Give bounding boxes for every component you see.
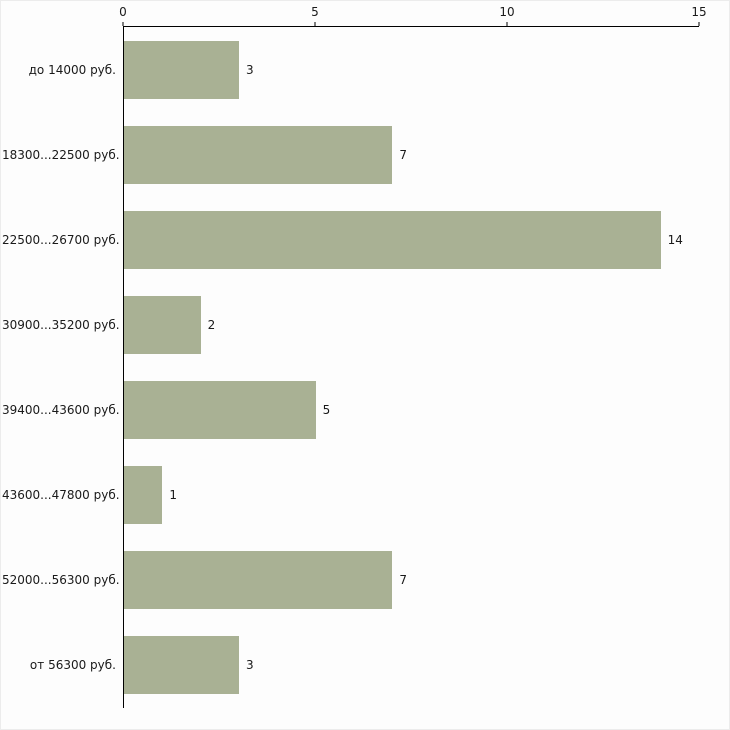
bar: [124, 210, 661, 269]
x-axis: 0 5 10 15: [119, 1, 707, 26]
x-axis-tick: [698, 22, 700, 26]
x-axis-tick-label: 10: [499, 5, 515, 19]
value-label: 2: [207, 317, 216, 332]
value-label: 3: [246, 658, 254, 673]
value-label: 5: [322, 403, 331, 418]
bar-row: 39400...43600 руб. 5: [2, 368, 699, 453]
value-label: 1: [169, 488, 177, 503]
bar-row: от 56300 руб. 3: [30, 623, 699, 708]
x-axis-tick-label: 0: [119, 5, 127, 19]
value-label: 14: [667, 232, 683, 247]
value-label: 7: [399, 147, 407, 162]
bar-row: 52000...56300 руб. 7: [2, 538, 699, 623]
category-label: 30900...35200 руб.: [2, 317, 120, 332]
bar: [124, 295, 201, 354]
value-label: 3: [246, 62, 254, 77]
category-label: 43600...47800 руб.: [2, 488, 120, 503]
bar-row: 43600...47800 руб. 1: [2, 453, 699, 538]
bar: [124, 551, 393, 610]
bar-row: 18300...22500 руб. 7: [2, 112, 699, 197]
x-axis-tick: [122, 22, 124, 26]
x-axis-tick: [506, 22, 508, 26]
bar: [124, 40, 239, 99]
x-axis-tick-label: 5: [311, 5, 319, 19]
category-label: 22500...26700 руб.: [2, 232, 120, 247]
category-label: 52000...56300 руб.: [2, 573, 120, 588]
bar: [124, 466, 163, 525]
category-label: до 14000 руб.: [28, 62, 116, 77]
x-axis-tick: [314, 22, 316, 26]
category-label: от 56300 руб.: [29, 658, 116, 673]
bar-row: 30900...35200 руб. 2: [2, 282, 699, 367]
bar-row: 22500...26700 руб. 14: [2, 197, 699, 282]
bar-row: до 14000 руб. 3: [29, 27, 699, 112]
bar: [124, 636, 239, 695]
x-axis-tick-label: 15: [691, 5, 707, 19]
category-label: 39400...43600 руб.: [2, 403, 120, 418]
plot-area: до 14000 руб. 3 18300...22500 руб. 7 22500..…: [2, 26, 699, 708]
category-label: 18300...22500 руб.: [2, 147, 120, 162]
bar: [124, 381, 316, 440]
value-label: 7: [399, 573, 407, 588]
bar: [124, 125, 393, 184]
